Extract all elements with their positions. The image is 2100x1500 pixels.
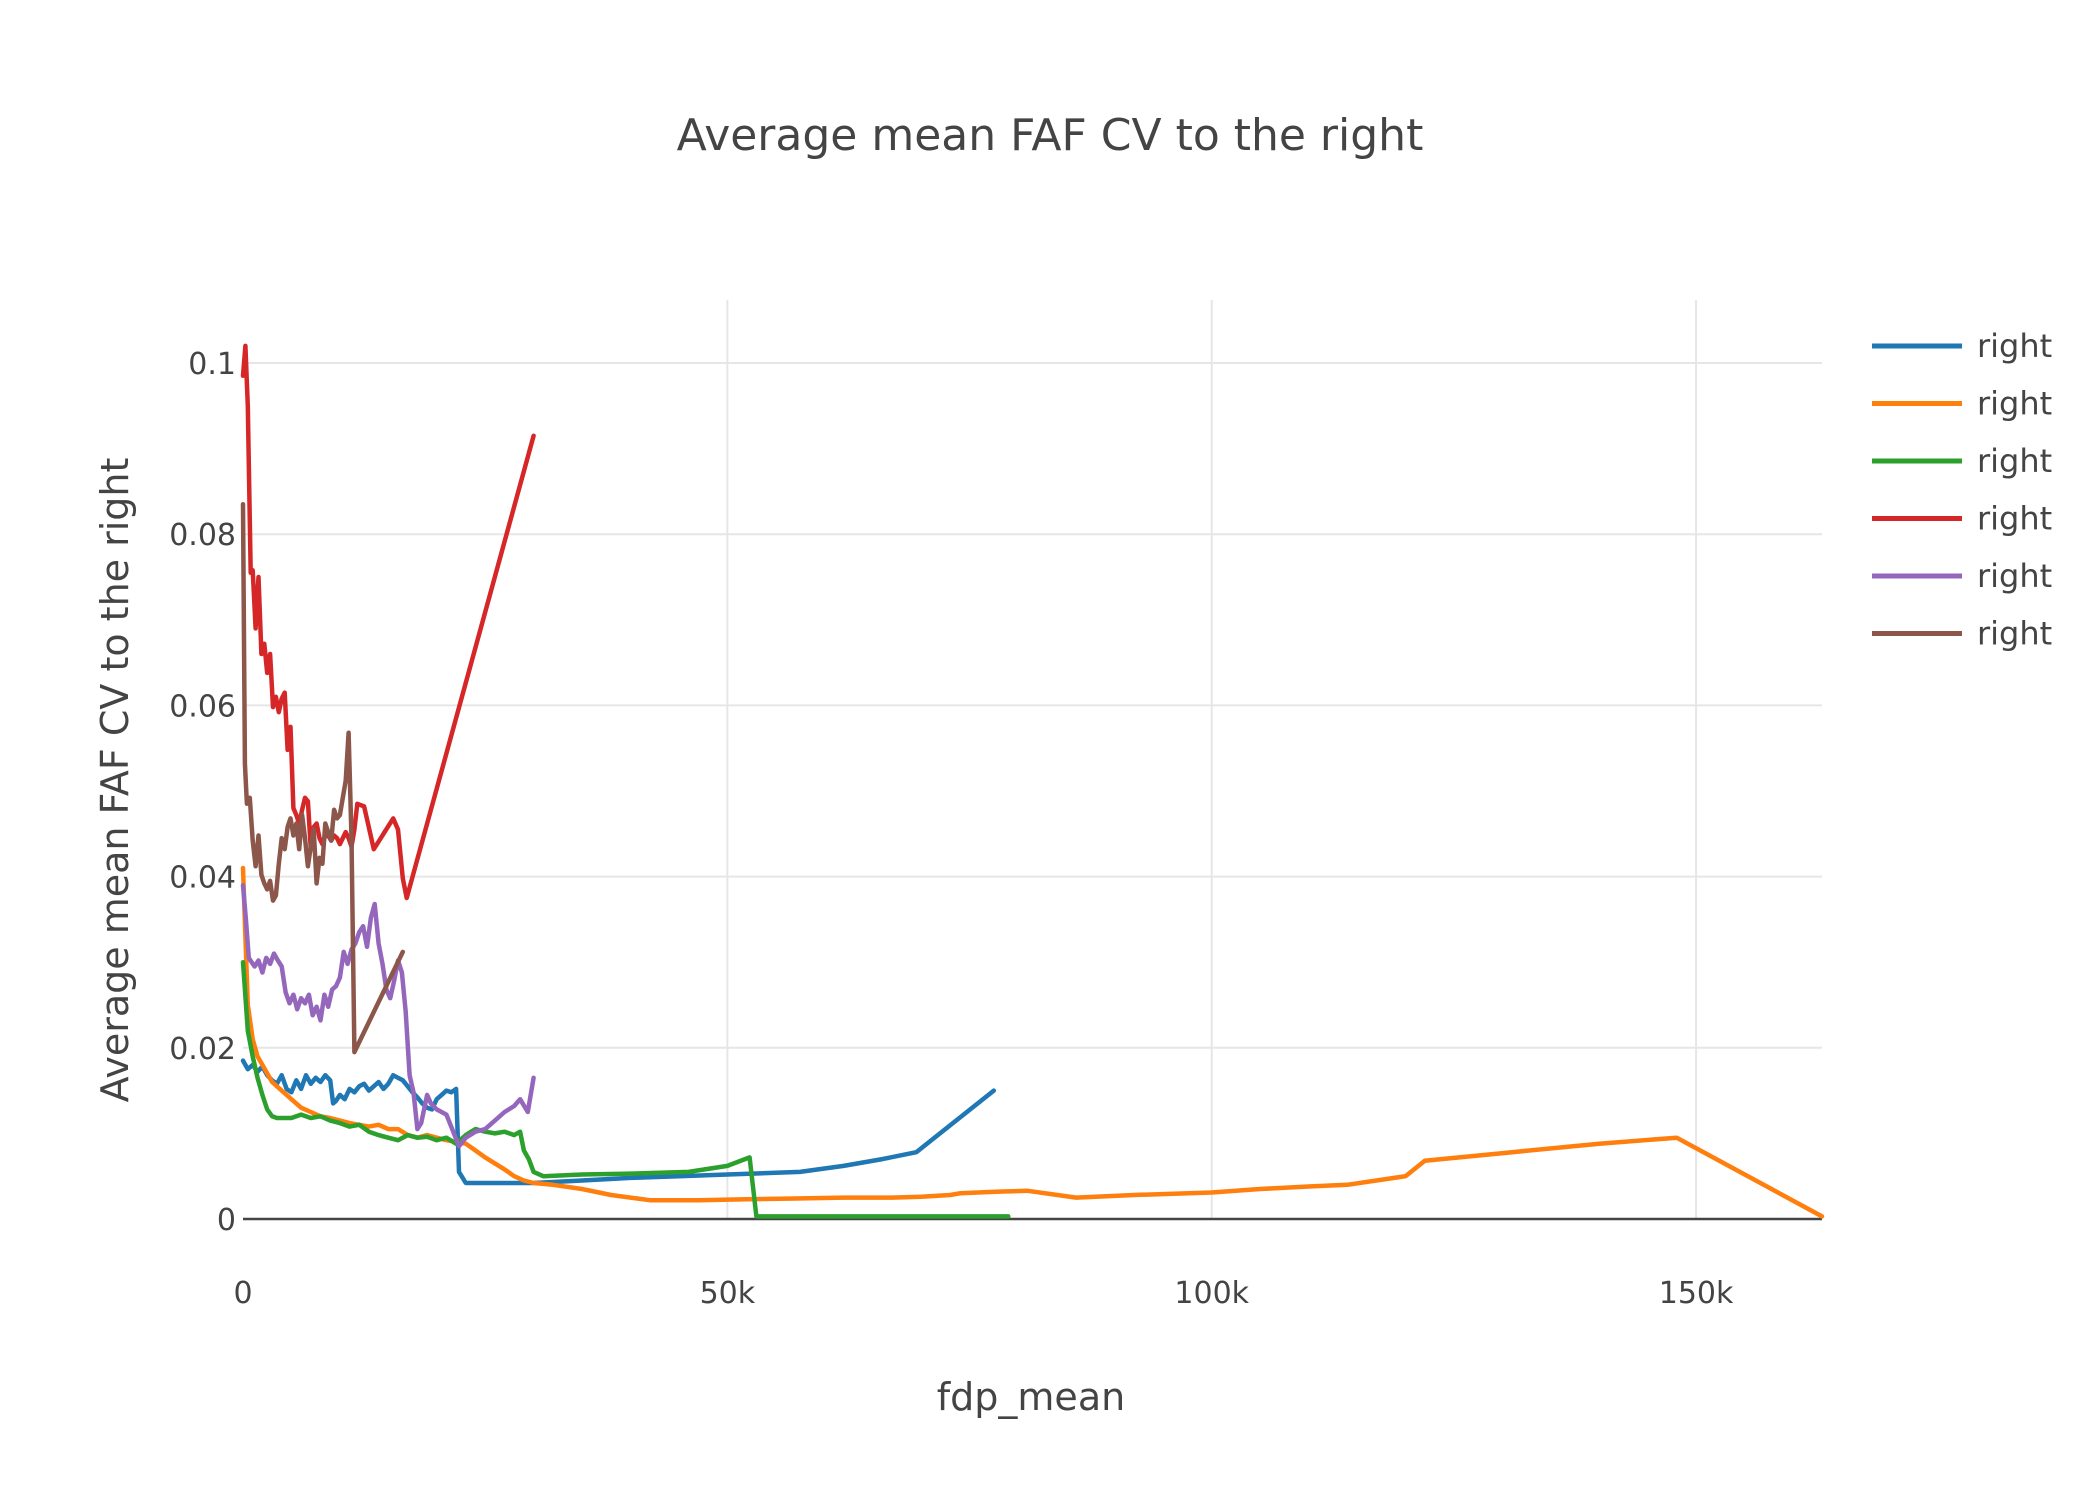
- legend-label: right: [1977, 385, 2052, 423]
- legend-item-5[interactable]: right: [1872, 557, 2052, 595]
- y-tick-label: 0.06: [169, 689, 236, 724]
- x-tick-label: 150k: [1659, 1276, 1734, 1311]
- axis-ticks: 0 50k 100k 150k 0 0.02 0.04 0.06 0.08 0.1: [169, 347, 1734, 1311]
- legend-label: right: [1977, 327, 2052, 365]
- y-tick-label: 0: [217, 1203, 236, 1238]
- y-tick-label: 0.04: [169, 861, 236, 896]
- x-tick-label: 100k: [1174, 1276, 1249, 1311]
- legend-item-1[interactable]: right: [1872, 327, 2052, 365]
- y-tick-label: 0.02: [169, 1032, 236, 1067]
- y-axis-title: Average mean FAF CV to the right: [93, 458, 137, 1103]
- plot-area: [240, 343, 1825, 1219]
- series-line-5: [240, 882, 536, 1149]
- legend-item-2[interactable]: right: [1872, 385, 2052, 423]
- series-line-6: [240, 501, 406, 1055]
- x-axis-title: fdp_mean: [937, 1375, 1125, 1419]
- series-line-3: [240, 959, 1011, 1219]
- legend-label: right: [1977, 557, 2052, 595]
- gridlines: [243, 300, 1822, 1221]
- legend-label: right: [1977, 442, 2052, 480]
- legend-item-3[interactable]: right: [1872, 442, 2052, 480]
- series-line-1: [240, 1058, 997, 1186]
- x-tick-label: 50k: [700, 1276, 756, 1311]
- legend-item-4[interactable]: right: [1872, 500, 2052, 538]
- legend-label: right: [1977, 500, 2052, 538]
- legend-item-6[interactable]: right: [1872, 615, 2052, 653]
- chart-title: Average mean FAF CV to the right: [677, 110, 1424, 161]
- x-tick-label: 0: [233, 1276, 252, 1311]
- y-tick-label: 0.1: [188, 347, 236, 382]
- y-tick-label: 0.08: [169, 518, 236, 553]
- legend: right right right right right right: [1872, 327, 2052, 653]
- series-line-4: [240, 343, 536, 901]
- legend-label: right: [1977, 615, 2052, 653]
- series-line-2: [240, 865, 1825, 1219]
